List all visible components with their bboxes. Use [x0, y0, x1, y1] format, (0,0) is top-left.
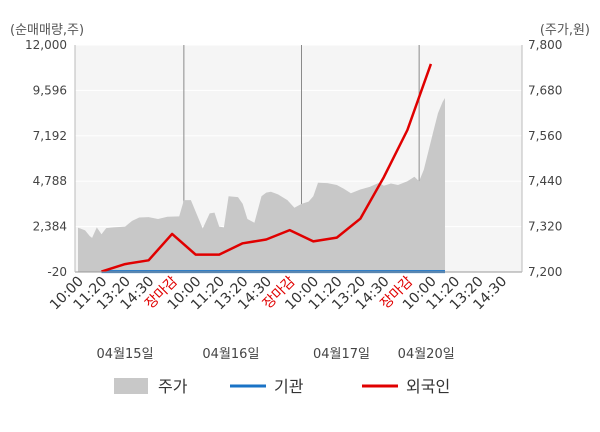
axes [74, 45, 523, 273]
x-tick-labels: 10:0011:2013:2014:30장마감10:0011:2013:2014… [47, 273, 510, 313]
date-label: 04월20일 [398, 347, 455, 362]
date-label: 04월17일 [313, 347, 370, 362]
legend-label: 기관 [274, 377, 304, 396]
legend-label: 외국인 [406, 377, 450, 396]
left-tick-labels: 12,000 9,596 7,192 4,788 2,384 -20 [25, 38, 67, 279]
right-tick-label: 7,440 [528, 174, 562, 188]
foreigner-line [101, 63, 433, 273]
date-label: 04월15일 [97, 347, 154, 362]
left-tick-label: 12,000 [25, 38, 67, 52]
left-tick-label: 4,788 [33, 174, 67, 188]
left-tick-label: 9,596 [33, 83, 67, 97]
right-tick-label: 7,320 [528, 220, 562, 234]
right-axis-label: (주가,원) [540, 23, 590, 38]
right-tick-label: 7,800 [528, 38, 562, 52]
legend: 주가 기관 외국인 [114, 377, 450, 396]
legend-swatch-price [114, 378, 148, 394]
right-tick-label: 7,560 [528, 129, 562, 143]
legend-label: 주가 [158, 377, 188, 396]
right-tick-labels: 7,800 7,680 7,560 7,440 7,320 7,200 [528, 38, 562, 279]
price-area-series [78, 98, 446, 272]
left-tick-label: 2,384 [33, 220, 67, 234]
price-area [78, 98, 446, 272]
left-tick-label: -20 [47, 265, 67, 279]
date-labels: 04월15일 04월16일 04월17일 04월20일 [97, 347, 455, 362]
right-tick-label: 7,200 [528, 265, 562, 279]
right-tick-label: 7,680 [528, 83, 562, 97]
date-label: 04월16일 [202, 347, 259, 362]
left-axis-label: (순매매량,주) [10, 23, 84, 38]
left-tick-label: 7,192 [33, 129, 67, 143]
